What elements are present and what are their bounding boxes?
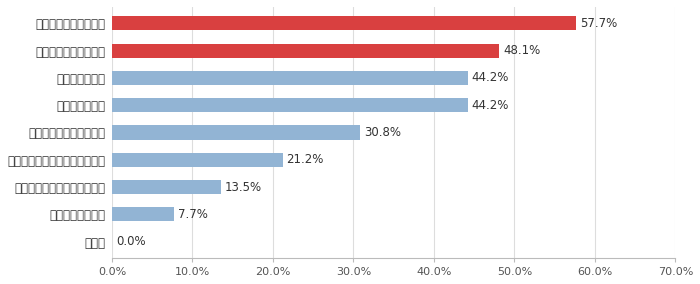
- Bar: [112, 16, 576, 30]
- Text: 13.5%: 13.5%: [225, 181, 262, 194]
- Bar: [112, 43, 499, 58]
- Text: 57.7%: 57.7%: [580, 17, 617, 30]
- Bar: [112, 207, 174, 222]
- Text: 48.1%: 48.1%: [503, 44, 540, 57]
- Bar: [112, 180, 220, 194]
- Text: 44.2%: 44.2%: [472, 71, 509, 84]
- Bar: [112, 71, 468, 85]
- Text: 30.8%: 30.8%: [364, 126, 401, 139]
- Bar: [112, 98, 468, 112]
- Text: 21.2%: 21.2%: [286, 153, 324, 166]
- Bar: [112, 126, 360, 139]
- Text: 7.7%: 7.7%: [178, 208, 208, 221]
- Text: 44.2%: 44.2%: [472, 99, 509, 112]
- Bar: [112, 153, 283, 167]
- Text: 0.0%: 0.0%: [116, 235, 146, 248]
